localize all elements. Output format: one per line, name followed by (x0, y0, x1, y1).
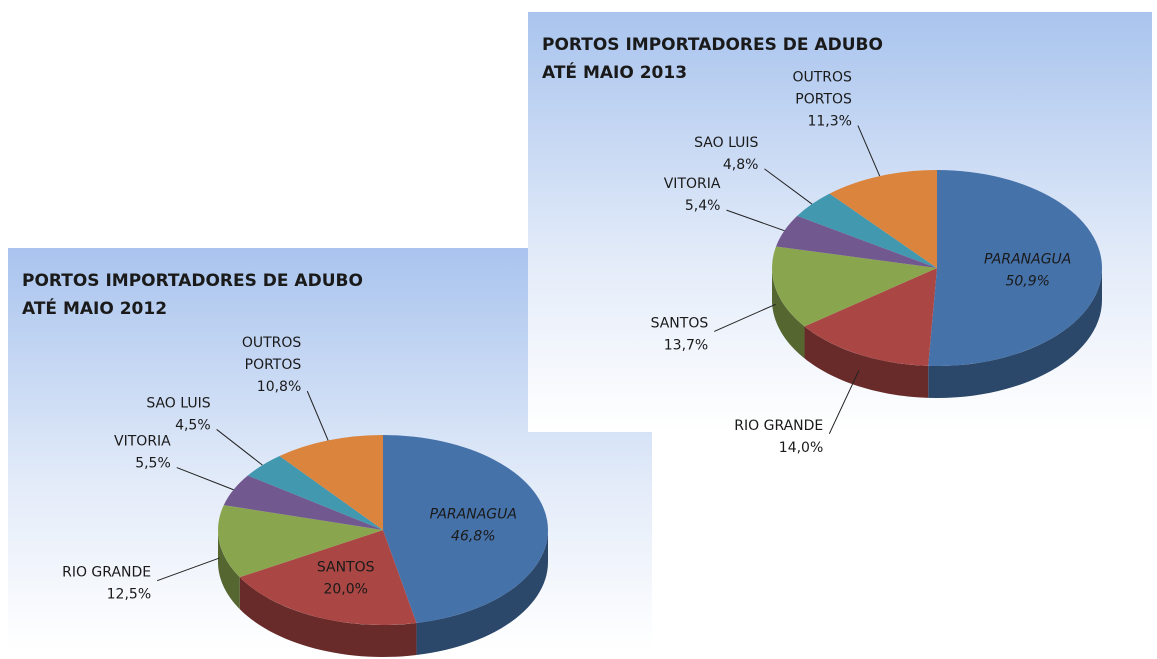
chart-title: PORTOS IMPORTADORES DE ADUBO ATÉ MAIO 201… (542, 35, 883, 83)
leader-line (306, 390, 329, 441)
slice-label: SAO LUIS (694, 135, 758, 151)
slice-label: SAO LUIS (146, 395, 210, 411)
slice (223, 475, 383, 530)
slice-label: OUTROS PORTOS (792, 70, 852, 108)
slice (239, 530, 417, 625)
slice-value-label: 5,5% (135, 456, 171, 472)
slice-label: SANTOS (651, 315, 709, 331)
leader-line (216, 429, 263, 466)
slice-label: PARANAGUA (430, 507, 517, 523)
chart-title: PORTOS IMPORTADORES DE ADUBO ATÉ MAIO 201… (22, 271, 363, 319)
slice-side (239, 577, 417, 657)
leader-line (828, 370, 860, 435)
slice-value-label: 4,8% (723, 157, 759, 173)
slice-value-label: 14,0% (779, 440, 823, 456)
slice-label: PARANAGUA (984, 251, 1071, 267)
slice-value-label: 10,8% (257, 379, 301, 395)
leader-line (156, 557, 220, 582)
slice-side (772, 268, 805, 359)
slice-value-label: 4,5% (175, 417, 211, 433)
leader-line (726, 209, 785, 232)
slice (829, 170, 937, 268)
slice-label: VITORIA (114, 434, 171, 450)
slice (383, 435, 549, 624)
slice (797, 193, 937, 268)
pie-chart: PORTOS IMPORTADORES DE ADUBO ATÉ MAIO 201… (528, 12, 1152, 456)
slice-label: SANTOS (317, 560, 375, 576)
slice-value-label: 11,3% (807, 114, 851, 130)
slice-value-label: 13,7% (664, 337, 708, 353)
leader-line (714, 303, 776, 332)
slice-value-label: 5,4% (685, 198, 721, 214)
slice-side (416, 530, 548, 656)
slice-value-label: 50,9% (1005, 273, 1049, 289)
slice-side (804, 326, 929, 398)
slice-side (928, 268, 1102, 398)
slice (776, 215, 937, 268)
slice-label: VITORIA (664, 176, 721, 192)
slice (279, 435, 383, 530)
slice-value-label: 20,0% (323, 582, 367, 598)
slice (928, 169, 1103, 366)
slice-side (218, 530, 240, 610)
slice-value-label: 46,8% (451, 529, 495, 545)
leader-line (764, 168, 813, 205)
slice-value-label: 12,5% (107, 587, 151, 603)
slice (804, 268, 937, 366)
slice-label: OUTROS PORTOS (242, 335, 302, 373)
leader-line (857, 125, 881, 177)
leader-line (176, 467, 234, 491)
slice (217, 505, 383, 578)
slice-label: RIO GRANDE (734, 418, 823, 434)
slice-label: RIO GRANDE (62, 565, 151, 581)
slice (772, 246, 937, 327)
slice (247, 456, 383, 530)
